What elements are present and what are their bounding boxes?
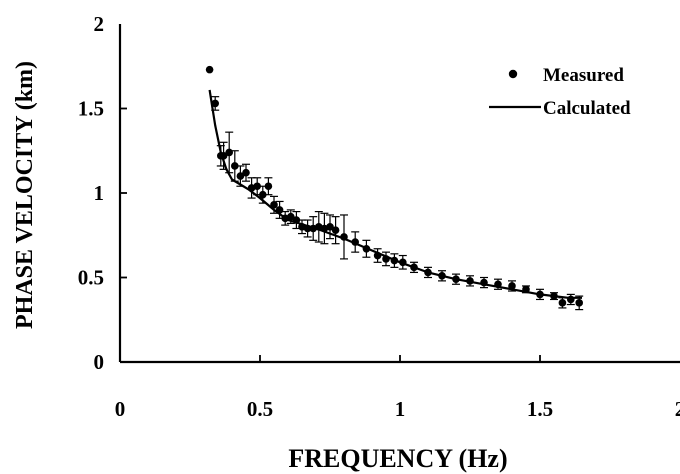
measured-point: [522, 285, 530, 294]
x-tick-label: 1: [395, 397, 406, 421]
measured-point: [466, 277, 474, 285]
x-tick-label: 1.5: [527, 397, 553, 421]
measured-point: [205, 65, 214, 74]
measured-point: [410, 263, 418, 272]
y-axis-title: PHASE VELOCITY (km): [12, 61, 38, 329]
measured-point: [259, 190, 267, 199]
legend-label-measured: Measured: [543, 65, 624, 86]
x-tick-label: 2: [675, 397, 680, 421]
legend-box: [486, 55, 660, 126]
measured-point: [326, 223, 334, 231]
x-tick-label: 0.5: [247, 397, 273, 421]
measured-point: [331, 226, 340, 234]
measured-point: [253, 182, 261, 191]
measured-point: [424, 268, 432, 277]
measured-point: [236, 172, 245, 180]
legend: Measured Calculated: [486, 55, 660, 126]
measured-point: [242, 168, 250, 177]
measured-point: [438, 272, 446, 280]
measured-point: [211, 99, 219, 108]
y-tick-label: 1: [94, 181, 105, 205]
measured-point: [292, 216, 301, 224]
measured-point: [494, 280, 502, 289]
measured-point: [270, 201, 278, 209]
measured-point: [219, 152, 228, 160]
measured-point: [362, 244, 371, 253]
measured-point: [399, 258, 407, 267]
measured-point: [480, 278, 488, 287]
measured-point: [452, 275, 460, 283]
y-tick-label: 1.5: [78, 97, 104, 121]
measured-point: [264, 182, 273, 191]
x-axis-title: FREQUENCY (Hz): [288, 444, 507, 473]
measured-point: [225, 148, 233, 157]
measured-point: [382, 255, 390, 263]
legend-marker-measured: [508, 69, 518, 79]
measured-point: [550, 292, 558, 300]
y-tick-label: 0: [94, 350, 105, 374]
measured-point: [275, 206, 284, 214]
y-tick-label: 2: [94, 12, 105, 36]
measured-point: [508, 282, 516, 290]
measured-point: [231, 162, 239, 170]
legend-label-calculated: Calculated: [543, 98, 631, 119]
measured-point: [287, 212, 295, 221]
measured-point: [303, 224, 312, 233]
measured-point: [558, 299, 567, 307]
measured-point: [373, 251, 382, 260]
measured-point: [340, 233, 348, 241]
y-tick-label: 0.5: [78, 266, 104, 290]
measured-point: [351, 238, 360, 246]
measured-point: [536, 290, 544, 299]
measured-point: [575, 299, 583, 307]
measured-point: [567, 295, 575, 304]
x-tick-label: 0: [115, 397, 126, 421]
measured-point: [390, 256, 399, 265]
